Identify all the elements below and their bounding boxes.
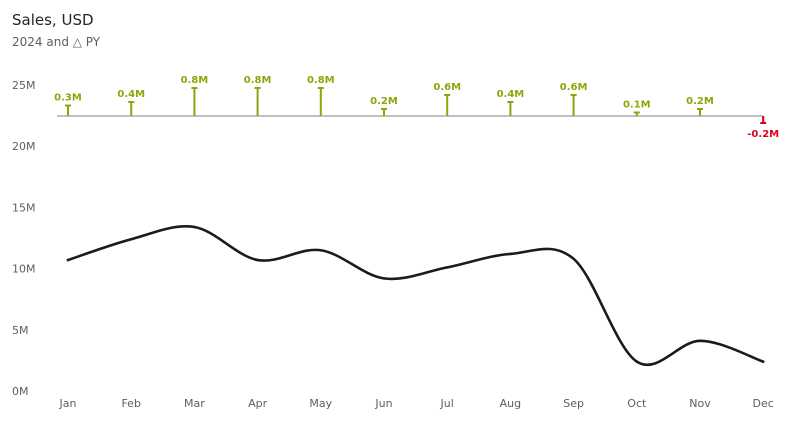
sales-data-point — [256, 258, 259, 262]
sales-data-point — [193, 225, 196, 229]
variance-label: 0.4M — [117, 89, 145, 100]
x-tick-label: Feb — [121, 397, 140, 410]
sales-data-point — [572, 257, 575, 261]
chart-title: Sales, USD — [12, 11, 94, 29]
x-tick-label: Sep — [563, 397, 584, 410]
x-tick-label: Jun — [374, 397, 392, 410]
x-tick-label: Oct — [627, 397, 647, 410]
x-tick-label: May — [309, 397, 332, 410]
sales-data-point — [761, 360, 765, 363]
x-tick-label: Dec — [753, 397, 774, 410]
sales-data-point — [382, 277, 386, 280]
y-tick-label: 0M — [12, 385, 29, 398]
variance-label: 0.2M — [370, 96, 398, 107]
sales-data-point — [129, 237, 133, 241]
chart-subtitle: 2024 and △ PY — [12, 35, 101, 49]
y-tick-label: 25M — [12, 79, 36, 92]
x-tick-label: Mar — [184, 397, 205, 410]
sales-data-point — [319, 248, 323, 252]
y-tick-label: 10M — [12, 263, 36, 276]
sales-data-point — [698, 339, 702, 343]
y-tick-label: 5M — [12, 324, 29, 337]
x-tick-label: Aug — [500, 397, 521, 410]
x-tick-label: Nov — [689, 397, 711, 410]
sales-data-point — [635, 360, 639, 363]
y-tick-label: 15M — [12, 201, 36, 214]
variance-label: 0.8M — [181, 75, 209, 86]
sales-data-point — [66, 258, 70, 262]
variance-label: 0.8M — [307, 75, 335, 86]
sales-data-point — [445, 266, 449, 269]
sales-data-point — [509, 252, 512, 256]
variance-label: 0.3M — [54, 93, 82, 104]
x-tick-label: Apr — [248, 397, 268, 410]
sales-series-line — [66, 225, 765, 367]
variance-label: 0.6M — [560, 82, 588, 93]
variance-label: 0.6M — [433, 82, 461, 93]
x-tick-label: Jul — [440, 397, 454, 410]
variance-label: 0.2M — [686, 96, 714, 107]
variance-label: 0.8M — [244, 75, 272, 86]
variance-label: 0.1M — [623, 100, 651, 111]
variance-label: -0.2M — [747, 129, 779, 140]
variance-label: 0.4M — [497, 89, 525, 100]
y-tick-label: 20M — [12, 140, 36, 153]
x-tick-label: Jan — [59, 397, 77, 410]
